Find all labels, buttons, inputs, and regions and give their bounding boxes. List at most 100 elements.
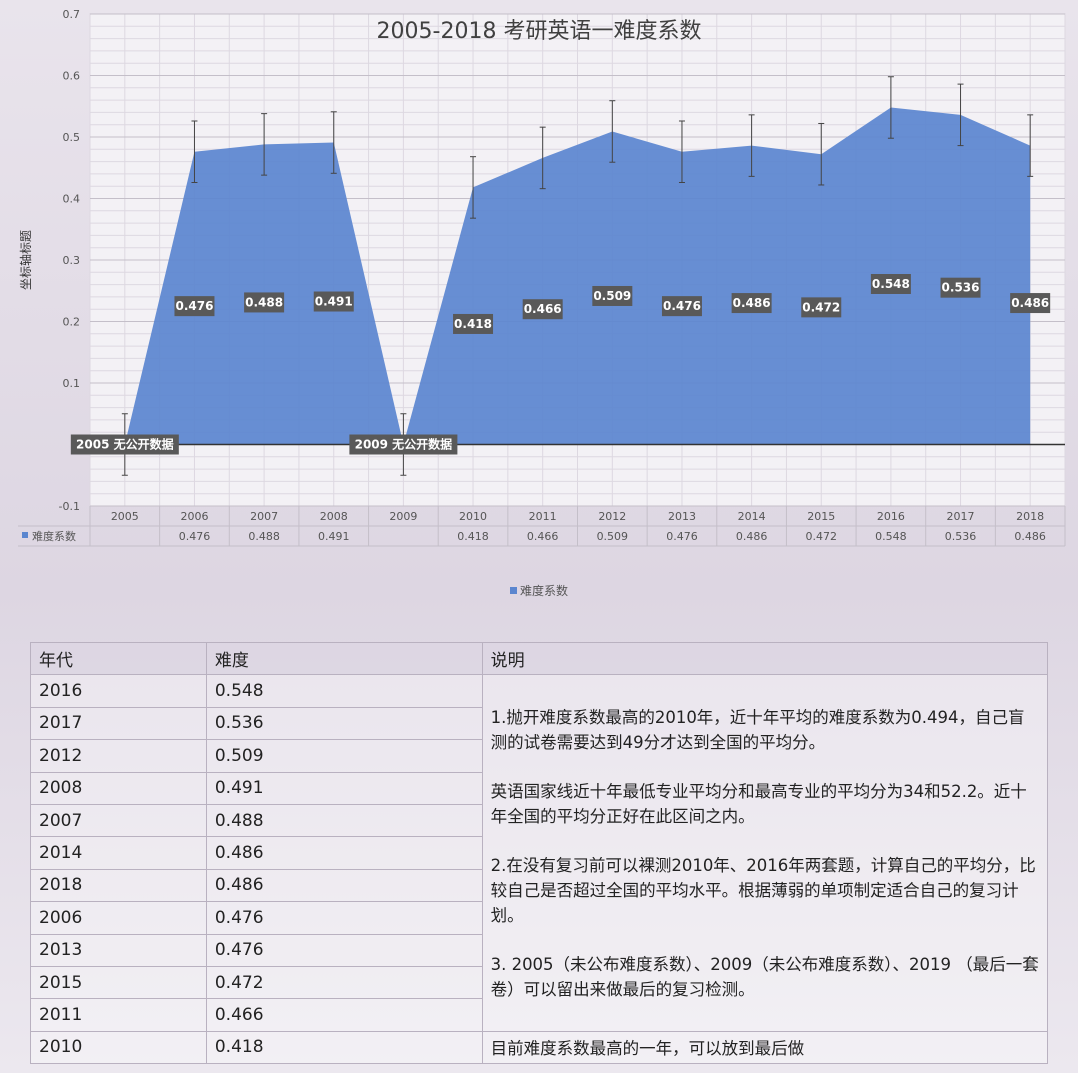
difficulty-cell: 0.472: [205, 965, 483, 1000]
x-category-label: 2016: [877, 510, 905, 523]
data-table-value: 0.509: [597, 530, 629, 543]
table-row: 2007 0.488: [30, 803, 1048, 838]
data-table-value: 0.418: [457, 530, 489, 543]
data-label: 0.486: [733, 296, 771, 310]
data-label-box: [731, 293, 772, 314]
data-label-box: [661, 296, 702, 317]
data-table-value: 0.548: [875, 530, 907, 543]
difficulty-cell: 0.476: [205, 933, 483, 967]
data-table-value: 0.466: [527, 530, 559, 543]
data-label: 0.548: [872, 277, 910, 291]
data-label-box: [522, 299, 563, 320]
data-label: 0.536: [942, 281, 980, 295]
year-cell: 2017: [30, 706, 207, 741]
table-row: 2008 0.491: [30, 771, 1048, 805]
data-table-legend-key: [22, 532, 28, 538]
difficulty-cell: 0.488: [205, 803, 483, 838]
table-row: 2006 0.476: [30, 901, 1048, 935]
data-label: 0.476: [663, 299, 701, 313]
table-row: 2015 0.472: [30, 965, 1048, 1000]
notes-cell: 1.抛开难度系数最高的2010年，近十年平均的难度系数为0.494，自己盲测的试…: [481, 674, 1049, 1032]
x-category-label: 2017: [947, 510, 975, 523]
data-label-box: [174, 296, 215, 317]
x-category-label: 2014: [738, 510, 766, 523]
table-row: 2017 0.536: [30, 706, 1048, 741]
y-tick-label: 0.4: [63, 193, 81, 206]
data-label: 0.466: [524, 302, 562, 316]
difficulty-cell: 0.509: [205, 739, 483, 773]
data-table-value: 0.486: [736, 530, 768, 543]
year-cell: 2015: [30, 965, 207, 1000]
difficulty-cell: 0.476: [205, 901, 483, 935]
difficulty-cell: 0.491: [205, 771, 483, 805]
difficulty-cell: 0.486: [205, 836, 483, 870]
data-label: 0.486: [1011, 296, 1049, 310]
data-label: 0.472: [802, 300, 840, 314]
data-label-box: [349, 434, 458, 455]
x-category-label: 2009: [389, 510, 417, 523]
x-category-label: 2008: [320, 510, 348, 523]
year-cell: 2011: [30, 998, 207, 1032]
x-category-label: 2012: [598, 510, 626, 523]
header-difficulty: 难度: [205, 641, 483, 676]
data-table-value: 0.476: [179, 530, 211, 543]
y-tick-label: 0.3: [63, 254, 81, 267]
data-label-box: [592, 285, 633, 306]
data-table-value: 0.476: [666, 530, 698, 543]
year-cell: 2014: [30, 836, 207, 870]
data-label-box: [453, 313, 494, 334]
y-tick-label: 0.5: [63, 131, 81, 144]
x-category-label: 2006: [180, 510, 208, 523]
x-category-label: 2007: [250, 510, 278, 523]
note-paragraph: 英语国家线近十年最低专业平均分和最高专业的平均分为34和52.2。近十年全国的平…: [490, 781, 1027, 826]
data-label-box: [801, 297, 842, 318]
header-notes: 说明: [481, 641, 1049, 676]
data-table-value: 0.486: [1014, 530, 1046, 543]
x-category-label: 2005: [111, 510, 139, 523]
year-cell: 2018: [30, 868, 207, 903]
difficulty-table: 年代 难度 说明 2016 0.548 1.抛开难度系数最高的2010年，近十年…: [30, 641, 1049, 1065]
year-cell: 2012: [30, 739, 207, 773]
table-row: 2016 0.548 1.抛开难度系数最高的2010年，近十年平均的难度系数为0…: [30, 674, 1049, 1032]
difficulty-cell: 0.418: [205, 1030, 483, 1065]
x-category-label: 2010: [459, 510, 487, 523]
table-row: 2012 0.509: [30, 739, 1048, 773]
data-label-box: [313, 291, 354, 312]
year-cell: 2007: [30, 803, 207, 838]
difficulty-cell: 0.536: [205, 706, 483, 741]
y-tick-label: 0.2: [63, 316, 81, 329]
data-label: 0.476: [175, 299, 213, 313]
data-label: 0.491: [315, 295, 353, 309]
data-label-box: [244, 292, 285, 313]
data-label: 2009 无公开数据: [355, 437, 453, 452]
year-cell: 2013: [30, 933, 207, 967]
y-tick-label: 0.7: [63, 8, 81, 21]
chart-title: 2005-2018 考研英语一难度系数: [377, 19, 702, 44]
difficulty-cell: 0.466: [205, 998, 483, 1032]
last-note-cell: 目前难度系数最高的一年，可以放到最后做: [481, 1030, 1049, 1065]
y-tick-label: -0.1: [59, 500, 80, 513]
difficulty-table-container: 年代 难度 说明 2016 0.548 1.抛开难度系数最高的2010年，近十年…: [30, 641, 1049, 1065]
data-table-value: 0.472: [806, 530, 838, 543]
table-row: 2010 0.418 目前难度系数最高的一年，可以放到最后做: [30, 1030, 1049, 1065]
data-table-value: 0.491: [318, 530, 350, 543]
table-row: 2018 0.486: [30, 868, 1048, 903]
year-cell: 2010: [30, 1030, 207, 1065]
note-paragraph: 3. 2005（未公布难度系数）、2009（未公布难度系数）、2019 （最后一…: [490, 954, 1039, 999]
note-paragraph: 2.在没有复习前可以裸测2010年、2016年两套题，计算自己的平均分，比较自己…: [490, 855, 1036, 925]
data-label: 0.488: [245, 295, 283, 309]
year-cell: 2006: [30, 901, 207, 935]
data-label: 0.418: [454, 317, 492, 331]
legend-label: 难度系数: [520, 583, 568, 598]
y-tick-label: 0.6: [63, 70, 81, 83]
data-label-box: [1010, 293, 1051, 314]
y-axis-title: 坐标轴标题: [18, 230, 33, 290]
data-label-box: [940, 277, 981, 298]
x-category-label: 2013: [668, 510, 696, 523]
data-label-box: [70, 434, 179, 455]
year-cell: 2016: [30, 674, 207, 708]
difficulty-cell: 0.486: [205, 868, 483, 903]
table-row: 2013 0.476: [30, 933, 1048, 967]
